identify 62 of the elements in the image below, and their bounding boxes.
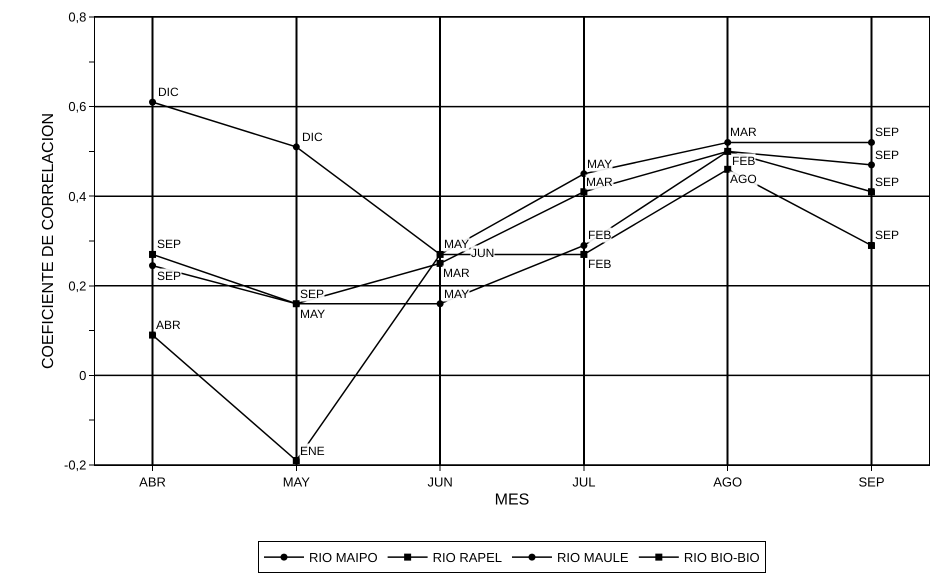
y-tick-label: 0,6 (68, 99, 86, 114)
point (580, 170, 588, 178)
annotation: SEP (875, 175, 900, 189)
annotation: SEP (875, 148, 900, 162)
point (149, 262, 156, 270)
y-tick-label: 0,8 (68, 10, 86, 25)
point (580, 242, 588, 249)
point (580, 188, 588, 196)
point (868, 138, 875, 146)
annotation: MAR (586, 175, 613, 189)
annotation: FEB (588, 257, 612, 271)
point (436, 250, 444, 258)
legend-label: RIO RAPEL (432, 550, 502, 566)
annotation: DIC (302, 130, 323, 144)
point (292, 457, 300, 464)
annotation: MAY (444, 237, 470, 251)
point (868, 188, 875, 196)
annotation: MAY (444, 287, 470, 301)
annotation: ABR (156, 318, 182, 332)
annotation: SEP (157, 269, 182, 283)
annotation: MAR (730, 125, 757, 139)
annotation: MAY (587, 157, 612, 171)
point (292, 143, 300, 150)
y-tick-label: 0,2 (68, 278, 86, 294)
annotation: AGO (730, 172, 757, 186)
legend-label: RIO MAIPO (309, 550, 378, 566)
y-tick-label: 0 (79, 368, 86, 383)
y-tick-label: 0,4 (68, 188, 86, 204)
x-tick-label: JUL (572, 474, 596, 490)
annotation: FEB (732, 154, 756, 168)
x-axis-title: MES (494, 491, 530, 508)
point (724, 148, 732, 155)
y-tick-label: -0,2 (64, 458, 86, 473)
x-tick-label: AGO (713, 474, 742, 490)
point (868, 242, 875, 249)
point (724, 166, 732, 173)
point (724, 138, 732, 146)
annotation: ENE (300, 444, 325, 458)
x-tick-label: ABR (139, 474, 166, 490)
point (436, 260, 444, 267)
x-tick-label: JUN (427, 474, 453, 490)
point (149, 332, 156, 339)
point (149, 98, 156, 106)
annotation: MAY (300, 307, 326, 321)
x-tick-label: SEP (858, 474, 884, 490)
annotation: SEP (875, 228, 900, 242)
point (149, 250, 156, 258)
legend-label: RIO BIO-BIO (684, 550, 760, 566)
annotation: SEP (157, 237, 182, 251)
annotation: SEP (875, 125, 900, 139)
point (580, 250, 588, 258)
y-axis-title: COEFICIENTE DE CORRELACION (40, 112, 57, 370)
x-tick-label: MAY (282, 474, 310, 490)
annotation: FEB (588, 228, 612, 242)
annotation: JUN (471, 246, 494, 260)
annotation: SEP (300, 287, 324, 301)
annotation: MAR (443, 266, 470, 280)
legend-label: RIO MAULE (556, 550, 629, 566)
point (868, 161, 875, 168)
annotation: DIC (158, 85, 179, 99)
point (292, 300, 300, 308)
point (436, 300, 444, 308)
